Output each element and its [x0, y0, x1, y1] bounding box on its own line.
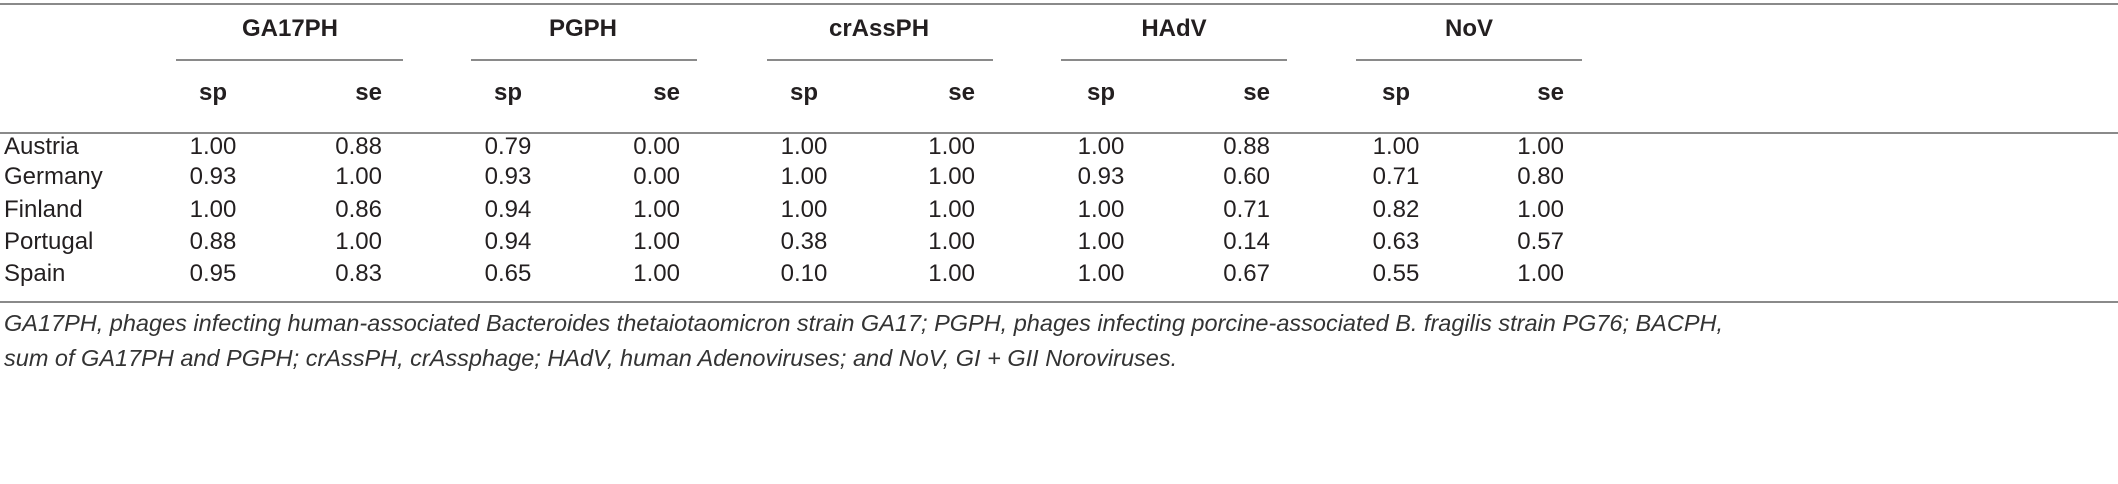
- value-cell: 1.00: [1517, 196, 1564, 223]
- value-cell: 1.00: [928, 196, 975, 223]
- value-cell: 1.00: [633, 260, 680, 287]
- group-header-nov: NoV: [1445, 15, 1493, 42]
- subheader-sp: sp: [789, 79, 818, 106]
- subheader-sp: sp: [493, 79, 522, 106]
- value-cell: 1.00: [189, 196, 237, 223]
- value-cell: 0.71: [1372, 163, 1420, 190]
- footnote-line-2: sum of GA17PH and PGPH; crAssPH, crAssph…: [4, 345, 1178, 371]
- value-cell: 1.00: [780, 163, 828, 190]
- value-cell: 1.00: [1372, 133, 1420, 160]
- value-cell: 1.00: [335, 163, 382, 190]
- value-cell: 0.82: [1372, 196, 1420, 223]
- group-underline: [1061, 59, 1287, 61]
- value-cell: 1.00: [633, 228, 680, 255]
- subheader-se: se: [1537, 79, 1564, 106]
- value-cell: 0.88: [189, 228, 237, 255]
- value-cell: 0.55: [1372, 260, 1420, 287]
- group-header-hadv: HAdV: [1141, 15, 1207, 42]
- value-cell: 1.00: [1077, 133, 1125, 160]
- value-cell: 0.86: [335, 196, 382, 223]
- group-underline: [471, 59, 697, 61]
- group-header-crassph: crAssPH: [828, 15, 930, 42]
- value-cell: 1.00: [928, 163, 975, 190]
- value-cell: 0.00: [633, 133, 680, 160]
- value-cell: 0.93: [484, 163, 532, 190]
- value-cell: 1.00: [1517, 260, 1564, 287]
- value-cell: 0.67: [1223, 260, 1270, 287]
- value-cell: 0.94: [484, 228, 532, 255]
- value-cell: 0.93: [1077, 163, 1125, 190]
- value-cell: 0.79: [484, 133, 532, 160]
- value-cell: 0.57: [1517, 228, 1564, 255]
- value-cell: 1.00: [780, 133, 828, 160]
- value-cell: 0.88: [1223, 133, 1270, 160]
- table-top-rule: [0, 3, 2118, 5]
- value-cell: 0.60: [1223, 163, 1270, 190]
- value-cell: 0.88: [335, 133, 382, 160]
- country-label: Spain: [4, 260, 66, 287]
- subheader-sp: sp: [198, 79, 227, 106]
- value-cell: 1.00: [928, 133, 975, 160]
- value-cell: 1.00: [633, 196, 680, 223]
- value-cell: 1.00: [189, 133, 237, 160]
- value-cell: 0.71: [1223, 196, 1270, 223]
- value-cell: 0.38: [780, 228, 828, 255]
- subheader-se: se: [653, 79, 680, 106]
- group-underline: [767, 59, 993, 61]
- table-footnote: GA17PH, phages infecting human-associate…: [4, 306, 2112, 376]
- value-cell: 1.00: [335, 228, 382, 255]
- value-cell: 1.00: [1077, 260, 1125, 287]
- table-bottom-rule: [0, 301, 2118, 303]
- subheader-se: se: [1243, 79, 1270, 106]
- country-label: Germany: [4, 163, 103, 190]
- value-cell: 0.94: [484, 196, 532, 223]
- value-cell: 1.00: [928, 228, 975, 255]
- subheader-sp: sp: [1086, 79, 1115, 106]
- value-cell: 0.63: [1372, 228, 1420, 255]
- group-underline: [176, 59, 403, 61]
- value-cell: 0.93: [189, 163, 237, 190]
- value-cell: 0.83: [335, 260, 382, 287]
- value-cell: 0.00: [633, 163, 680, 190]
- value-cell: 0.65: [484, 260, 532, 287]
- value-cell: 1.00: [780, 196, 828, 223]
- value-cell: 1.00: [1077, 228, 1125, 255]
- footnote-line-1: GA17PH, phages infecting human-associate…: [4, 310, 1723, 336]
- country-label: Finland: [4, 196, 83, 223]
- value-cell: 1.00: [928, 260, 975, 287]
- value-cell: 0.10: [780, 260, 828, 287]
- subheader-sp: sp: [1381, 79, 1410, 106]
- value-cell: 0.14: [1223, 228, 1270, 255]
- value-cell: 0.95: [189, 260, 237, 287]
- country-label: Portugal: [4, 228, 94, 255]
- subheader-se: se: [355, 79, 382, 106]
- value-cell: 0.80: [1517, 163, 1564, 190]
- subheader-se: se: [948, 79, 975, 106]
- value-cell: 1.00: [1517, 133, 1564, 160]
- country-label: Austria: [4, 133, 79, 160]
- value-cell: 1.00: [1077, 196, 1125, 223]
- group-header-pgph: PGPH: [548, 15, 617, 42]
- group-header-ga17ph: GA17PH: [241, 15, 339, 42]
- group-underline: [1356, 59, 1582, 61]
- table-header-rule: [0, 132, 2118, 134]
